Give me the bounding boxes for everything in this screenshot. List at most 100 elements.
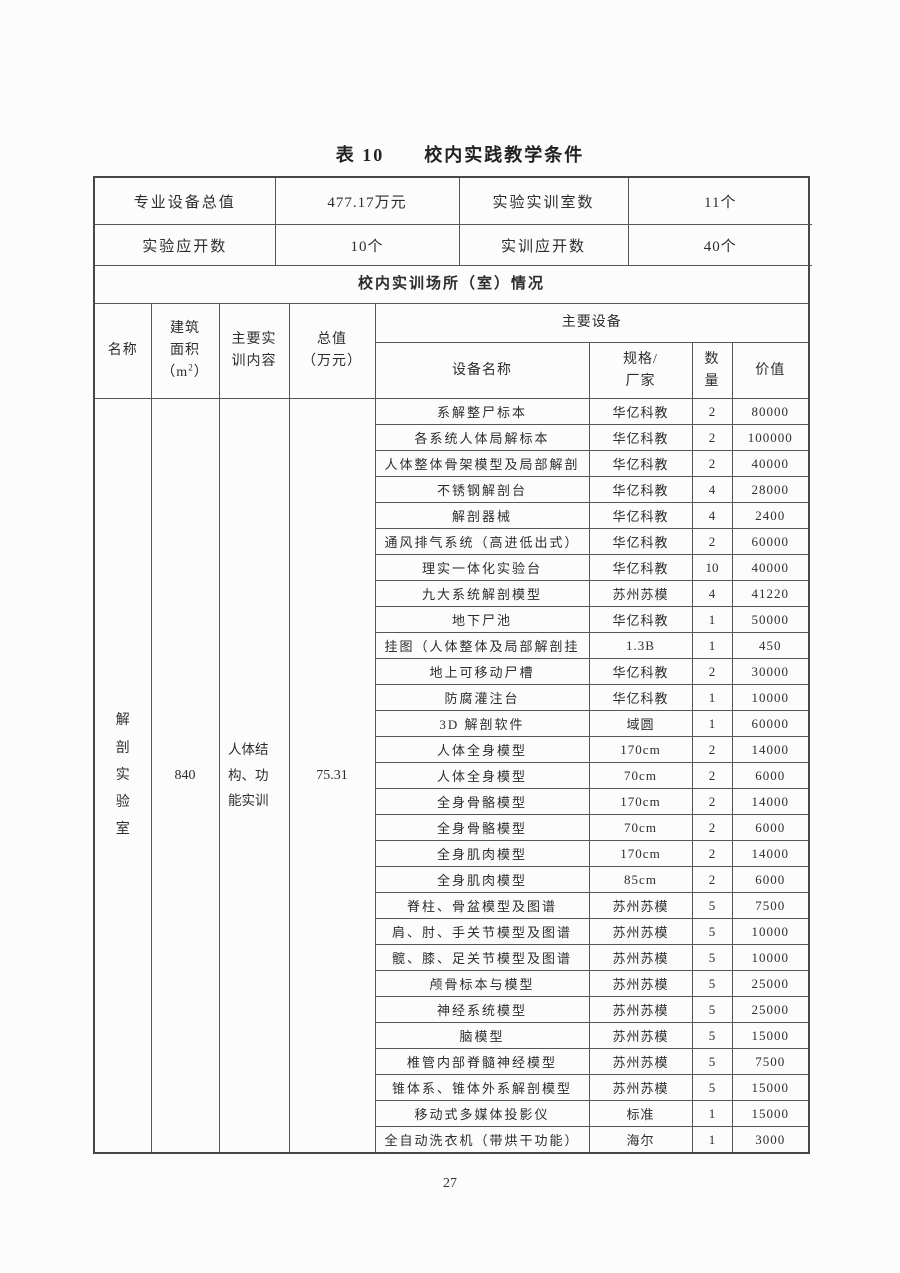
device-price-cell: 60000: [732, 528, 808, 555]
device-name-cell: 系解整尸标本: [375, 398, 590, 425]
equipment-row: 通风排气系统（高进低出式） 华亿科教 2 60000: [95, 528, 808, 555]
device-name-cell: 椎管内部脊髓神经模型: [375, 1048, 590, 1075]
equipment-row: 全自动洗衣机（带烘干功能） 海尔 1 3000: [95, 1126, 808, 1152]
device-qty-cell: 5: [692, 944, 733, 971]
device-spec-cell: 1.3B: [589, 632, 693, 659]
device-qty-cell: 1: [692, 606, 733, 633]
summary-label-equipment-total-value: 专业设备总值: [95, 178, 276, 225]
device-spec-cell: 华亿科教: [589, 476, 693, 503]
equipment-row: 地下尸池 华亿科教 1 50000: [95, 606, 808, 633]
room-total-cell: 75.31: [289, 398, 376, 1152]
equipment-row: 椎管内部脊髓神经模型 苏州苏模 5 7500: [95, 1048, 808, 1075]
device-price-cell: 15000: [732, 1100, 808, 1127]
device-name-cell: 全自动洗衣机（带烘干功能）: [375, 1126, 590, 1152]
device-qty-cell: 2: [692, 788, 733, 815]
device-name-cell: 通风排气系统（高进低出式）: [375, 528, 590, 555]
device-qty-cell: 5: [692, 892, 733, 919]
device-price-cell: 28000: [732, 476, 808, 503]
device-price-cell: 7500: [732, 892, 808, 919]
equipment-row: 3D 解剖软件 域圆 1 60000: [95, 710, 808, 737]
equipment-row: 解剖器械 华亿科教 4 2400: [95, 502, 808, 529]
content-header-line2: 训内容: [231, 354, 277, 369]
col-header-area: 建筑 面积 （m2）: [151, 304, 220, 399]
equipment-row: 全身骨骼模型 170cm 2 14000: [95, 788, 808, 815]
summary-row: 专业设备总值 477.17万元 实验实训室数 11个: [95, 178, 812, 225]
device-name-cell: 移动式多媒体投影仪: [375, 1100, 590, 1127]
area-header-unit: （m2）: [161, 362, 209, 381]
device-price-cell: 25000: [732, 996, 808, 1023]
summary-value-lab-room-count: 11个: [628, 178, 812, 225]
device-qty-cell: 4: [692, 502, 733, 529]
device-price-cell: 25000: [732, 970, 808, 997]
spec-header-line2: 厂家: [625, 373, 656, 389]
qty-header-line1: 数: [704, 351, 720, 367]
device-price-cell: 14000: [732, 840, 808, 867]
device-qty-cell: 5: [692, 1022, 733, 1049]
device-name-cell: 人体全身模型: [375, 736, 590, 763]
device-price-cell: 7500: [732, 1048, 808, 1075]
summary-row: 实验应开数 10个 实训应开数 40个: [95, 224, 812, 266]
device-qty-cell: 2: [692, 840, 733, 867]
device-qty-cell: 4: [692, 476, 733, 503]
device-name-cell: 全身肌肉模型: [375, 866, 590, 893]
device-spec-cell: 华亿科教: [589, 606, 693, 633]
device-qty-cell: 5: [692, 1074, 733, 1101]
equipment-row: 解剖实验室 840 人体结构、功能实训 75.31 系解整尸标本 华亿科教 2 80000: [95, 398, 808, 1152]
device-price-cell: 2400: [732, 502, 808, 529]
summary-label-training-required: 实训应开数: [459, 224, 629, 266]
device-spec-cell: 苏州苏模: [589, 1022, 693, 1049]
summary-label-experiments-required: 实验应开数: [95, 224, 276, 266]
equipment-row: 锥体系、锥体外系解剖模型 苏州苏模 5 15000: [95, 1074, 808, 1101]
device-price-cell: 40000: [732, 554, 808, 581]
room-content-cell: 人体结构、功能实训: [219, 398, 290, 1152]
device-qty-cell: 2: [692, 866, 733, 893]
summary-table: 专业设备总值 477.17万元 实验实训室数 11个 实验应开数 10个 实训应…: [95, 178, 812, 266]
summary-label-lab-room-count: 实验实训室数: [459, 178, 629, 225]
device-price-cell: 40000: [732, 450, 808, 477]
device-price-cell: 14000: [732, 736, 808, 763]
section-banner: 校内实训场所（室）情况: [95, 266, 808, 304]
main-header-row-2: 设备名称 规格/厂家 数量 价值: [95, 342, 808, 399]
content-header-line1: 主要实: [231, 332, 277, 348]
device-qty-cell: 2: [692, 658, 733, 685]
equipment-row: 地上可移动尸槽 华亿科教 2 30000: [95, 658, 808, 685]
device-spec-cell: 华亿科教: [589, 450, 693, 477]
equipment-row: 全身骨骼模型 70cm 2 6000: [95, 814, 808, 841]
device-spec-cell: 苏州苏模: [589, 580, 693, 607]
col-header-total-value: 总值 （万元）: [289, 304, 376, 399]
device-spec-cell: 苏州苏模: [589, 970, 693, 997]
device-spec-cell: 苏州苏模: [589, 944, 693, 971]
equipment-row: 全身肌肉模型 85cm 2 6000: [95, 866, 808, 893]
equipment-row: 人体全身模型 70cm 2 6000: [95, 762, 808, 789]
device-qty-cell: 1: [692, 684, 733, 711]
equipment-row: 不锈钢解剖台 华亿科教 4 28000: [95, 476, 808, 503]
device-name-cell: 解剖器械: [375, 502, 590, 529]
equipment-row: 全身肌肉模型 170cm 2 14000: [95, 840, 808, 867]
device-qty-cell: 5: [692, 1048, 733, 1075]
equipment-row: 脊柱、骨盆模型及图谱 苏州苏模 5 7500: [95, 892, 808, 919]
device-name-cell: 3D 解剖软件: [375, 710, 590, 737]
device-spec-cell: 70cm: [589, 814, 693, 841]
device-qty-cell: 2: [692, 762, 733, 789]
equipment-row: 人体全身模型 170cm 2 14000: [95, 736, 808, 763]
device-name-cell: 全身骨骼模型: [375, 814, 590, 841]
device-spec-cell: 苏州苏模: [589, 892, 693, 919]
device-qty-cell: 2: [692, 736, 733, 763]
device-spec-cell: 海尔: [589, 1126, 693, 1152]
device-spec-cell: 域圆: [589, 710, 693, 737]
device-spec-cell: 170cm: [589, 788, 693, 815]
equipment-row: 各系统人体局解标本 华亿科教 2 100000: [95, 424, 808, 451]
device-price-cell: 10000: [732, 918, 808, 945]
device-qty-cell: 1: [692, 1126, 733, 1152]
device-price-cell: 14000: [732, 788, 808, 815]
device-price-cell: 15000: [732, 1022, 808, 1049]
device-qty-cell: 5: [692, 918, 733, 945]
equipment-row: 人体整体骨架模型及局部解剖 华亿科教 2 40000: [95, 450, 808, 477]
device-qty-cell: 2: [692, 814, 733, 841]
device-name-cell: 人体全身模型: [375, 762, 590, 789]
device-price-cell: 80000: [732, 398, 808, 425]
device-spec-cell: 苏州苏模: [589, 1074, 693, 1101]
device-price-cell: 6000: [732, 814, 808, 841]
qty-header-line2: 量: [704, 373, 720, 389]
device-qty-cell: 5: [692, 970, 733, 997]
